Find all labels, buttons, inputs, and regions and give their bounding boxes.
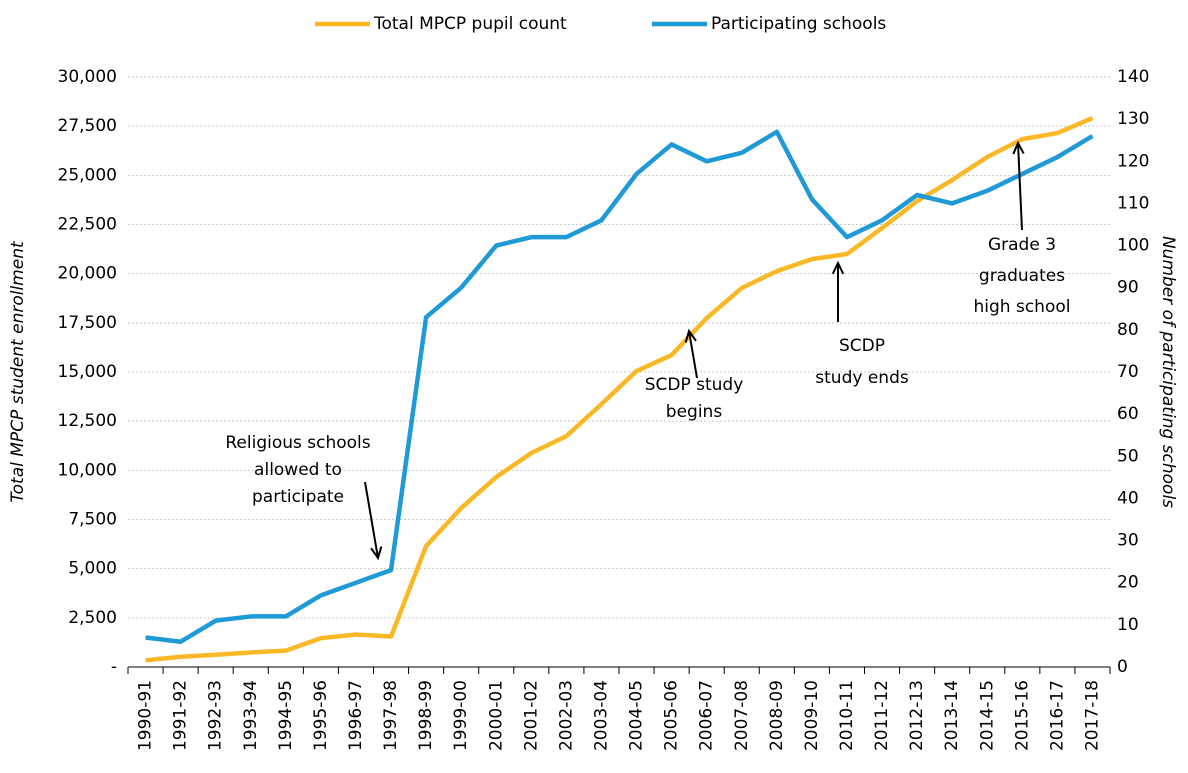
y2-tick-label: 80	[1117, 320, 1139, 340]
annotation-text: participate	[252, 487, 344, 507]
y-tick-label: 20,000	[58, 264, 117, 284]
y2-tick-label: 30	[1117, 531, 1139, 551]
annotation-arrow	[684, 328, 698, 379]
annotation-text: graduates	[979, 266, 1065, 286]
annotation-text: SCDP study	[645, 375, 744, 395]
x-tick-label: 1996-97	[346, 680, 366, 751]
y2-tick-label: 90	[1117, 278, 1139, 298]
y2-tick-label: 110	[1117, 193, 1149, 213]
y-tick-label: 25,000	[58, 165, 117, 185]
annotation-text: begins	[666, 402, 723, 422]
y2-tick-label: 130	[1117, 109, 1149, 129]
annotation-text: study ends	[815, 368, 909, 388]
x-tick-label: 2002-03	[556, 680, 576, 751]
x-tick-label: 2016-17	[1047, 680, 1067, 751]
x-tick-label: 2015-16	[1012, 680, 1032, 751]
y-tick-label: 30,000	[58, 67, 117, 87]
x-tick-label: 2001-02	[521, 680, 541, 751]
y-tick-label: -	[111, 657, 117, 677]
y2-tick-label: 100	[1117, 236, 1149, 256]
y2-tick-label: 70	[1117, 362, 1139, 382]
x-tick-label: 1995-96	[311, 680, 331, 751]
annotation-arrow	[364, 481, 383, 561]
y-tick-label: 7,500	[68, 510, 117, 530]
annotation-text: allowed to	[254, 460, 342, 480]
y2-tick-label: 40	[1117, 488, 1139, 508]
annotation-text: Religious schools	[225, 433, 370, 453]
y-tick-label: 2,500	[68, 608, 117, 628]
x-tick-label: 2005-06	[662, 680, 682, 751]
y-tick-label: 27,500	[58, 116, 117, 136]
x-tick-label: 1999-00	[451, 680, 471, 751]
y-tick-label: 12,500	[58, 411, 117, 431]
x-tick-label: 2004-05	[627, 680, 647, 751]
y2-tick-label: 10	[1117, 615, 1139, 635]
y2-tick-label: 20	[1117, 573, 1139, 593]
series-line	[145, 116, 1094, 663]
y-tick-label: 22,500	[58, 215, 117, 235]
x-tick-label: 1990-91	[136, 680, 156, 751]
x-tick-label: 2006-07	[697, 680, 717, 751]
annotation-text: high school	[974, 297, 1071, 317]
x-tick-label: 1993-94	[241, 680, 261, 751]
x-tick-label: 2011-12	[872, 680, 892, 751]
x-tick-label: 1992-93	[206, 680, 226, 751]
legend-label: Participating schools	[711, 14, 886, 34]
x-tick-label: 2008-09	[767, 680, 787, 751]
x-tick-label: 2012-13	[907, 680, 927, 751]
y-tick-label: 17,500	[58, 313, 117, 333]
x-tick-label: 2000-01	[486, 680, 506, 751]
y2-axis-title: Number of participating schools	[1158, 236, 1178, 508]
x-tick-label: 1997-98	[381, 680, 401, 751]
series-line	[145, 129, 1094, 644]
y-tick-label: 5,000	[68, 559, 117, 579]
annotation-text: SCDP	[839, 336, 885, 356]
y2-tick-label: 60	[1117, 404, 1139, 424]
x-tick-label: 2014-15	[977, 680, 997, 751]
x-tick-label: 2003-04	[591, 680, 611, 751]
annotation-text: Grade 3	[988, 235, 1056, 255]
annotation-arrow	[831, 260, 845, 322]
x-tick-label: 2013-14	[942, 680, 962, 751]
y2-tick-label: 140	[1117, 67, 1149, 87]
y-tick-label: 15,000	[58, 362, 117, 382]
annotation-arrow	[1012, 140, 1025, 231]
legend-label: Total MPCP pupil count	[373, 14, 567, 34]
y2-tick-label: 50	[1117, 446, 1139, 466]
x-tick-label: 2009-10	[802, 680, 822, 751]
y-axis-title: Total MPCP student enrollment	[8, 240, 28, 503]
y-tick-label: 10,000	[58, 460, 117, 480]
x-tick-label: 1994-95	[276, 680, 296, 751]
x-tick-label: 1991-92	[171, 680, 191, 751]
x-tick-label: 2010-11	[837, 680, 857, 751]
y2-tick-label: 0	[1117, 657, 1128, 677]
x-tick-label: 2017-18	[1082, 680, 1102, 751]
x-tick-label: 1998-99	[416, 680, 436, 751]
y2-tick-label: 120	[1117, 151, 1149, 171]
x-tick-label: 2007-08	[732, 680, 752, 751]
